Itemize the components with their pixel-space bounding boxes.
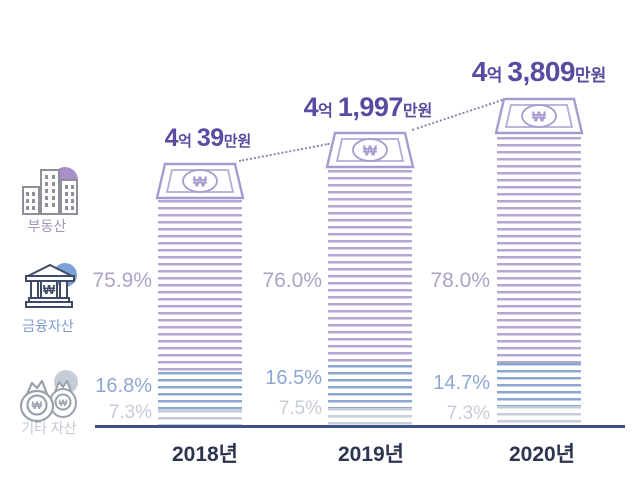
svg-text:₩: ₩: [532, 109, 547, 126]
bar-segment-financial-assets: [158, 372, 242, 411]
bar-2020: [497, 137, 581, 427]
percent-other-2018: 7.3%: [108, 402, 152, 423]
svg-text:₩: ₩: [43, 282, 56, 297]
bar-2019: [328, 170, 412, 427]
bar-segment-other-assets: [328, 407, 412, 427]
total-value-2020: 4억 3,809만원: [471, 56, 607, 87]
bank-icon: ₩: [25, 263, 77, 308]
won-banknote-icon: ₩: [325, 131, 415, 169]
won-banknote-icon: ₩: [494, 97, 584, 135]
percent-other-2019: 7.5%: [278, 398, 322, 419]
legend-label-real-estate: 부동산: [27, 218, 67, 234]
won-banknote-icon: ₩: [155, 162, 245, 200]
year-label-2020: 2020년: [508, 443, 576, 466]
total-num: 4: [164, 124, 179, 152]
bar-segment-financial-assets: [328, 365, 412, 408]
bar-segment-other-assets: [158, 410, 242, 427]
total-num: 4: [303, 92, 319, 122]
bar-segment-real-estate: [328, 170, 412, 366]
total-value-2018: 4억 39만원: [164, 124, 252, 152]
bar-segment-other-assets: [497, 405, 581, 427]
total-value-2019: 4억 1,997만원: [303, 92, 433, 122]
legend-label-financial-assets: 금융자산: [22, 318, 74, 334]
building-icon: [22, 167, 78, 215]
bar-segment-real-estate: [158, 200, 242, 373]
percent-financial-2018: 16.8%: [95, 375, 152, 397]
svg-text:₩: ₩: [32, 400, 43, 412]
year-label-2018: 2018년: [171, 443, 239, 466]
percent-financial-2020: 14.7%: [433, 372, 490, 394]
year-label-2019: 2019년: [337, 443, 405, 466]
percent-real-estate-2018: 75.9%: [92, 269, 152, 292]
total-num: 4: [471, 56, 488, 87]
bar-2018: [158, 200, 242, 427]
percent-real-estate-2020: 78.0%: [430, 269, 490, 292]
percent-financial-2019: 16.5%: [265, 367, 322, 389]
percent-other-2020: 7.3%: [446, 403, 490, 424]
bar-segment-real-estate: [497, 137, 581, 364]
legend-label-other-assets: 기타 자산: [21, 420, 77, 436]
baseline-axis: [95, 425, 625, 428]
percent-real-estate-2019: 76.0%: [262, 269, 322, 292]
svg-text:₩: ₩: [193, 174, 208, 191]
bar-segment-financial-assets: [497, 363, 581, 406]
svg-text:₩: ₩: [363, 143, 378, 160]
svg-text:₩: ₩: [59, 398, 68, 408]
money-bags-icon: ₩ ₩: [19, 370, 78, 423]
